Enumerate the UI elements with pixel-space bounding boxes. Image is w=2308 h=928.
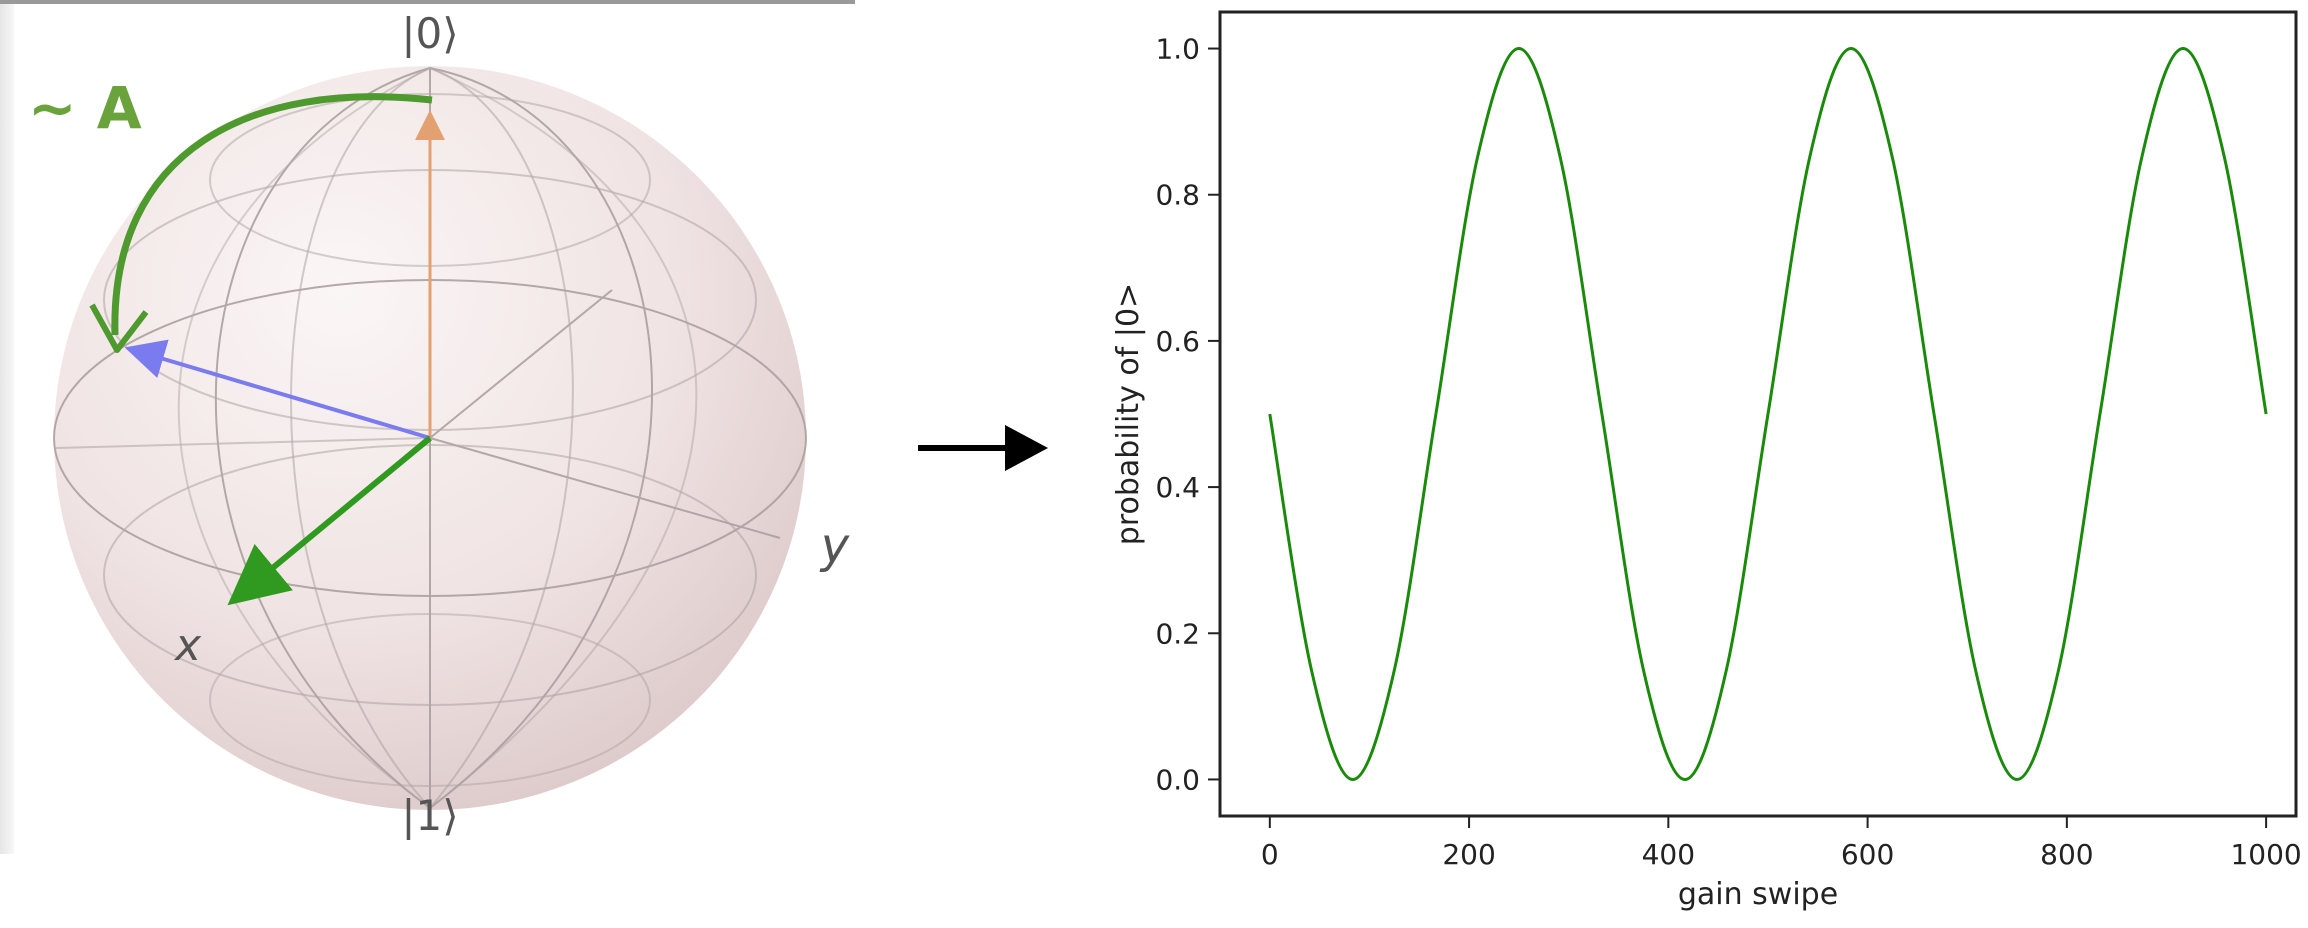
- plot-frame: [1218, 10, 2298, 818]
- y-tick-label: 1.0: [1155, 33, 1200, 66]
- x-tick-label: 200: [1442, 838, 1495, 871]
- transition-arrow: [918, 425, 1048, 471]
- axis-x-label: x: [173, 620, 202, 671]
- x-axis-label: gain swipe: [1678, 877, 1838, 912]
- ket-one-label: |1⟩: [401, 791, 458, 840]
- top-edge-bar: [0, 0, 855, 4]
- x-tick-label: 400: [1642, 838, 1695, 871]
- y-axis-label: probability of |0>: [1111, 283, 1146, 545]
- axis-y-label: y: [819, 518, 850, 574]
- probability-chart: 0.0 0.2 0.4 0.6 0.8 1.0 0 200 400 600 800 1000 gai…: [1111, 10, 2302, 912]
- y-ticks: 0.0 0.2 0.4 0.6 0.8 1.0: [1155, 33, 1220, 796]
- y-tick-label: 0.6: [1155, 325, 1200, 358]
- y-tick-label: 0.8: [1155, 179, 1200, 212]
- x-tick-label: 1000: [2230, 838, 2301, 871]
- x-tick-label: 800: [2040, 838, 2093, 871]
- rotation-arrowhead: [89, 303, 149, 353]
- state-vector-x: [227, 435, 432, 606]
- y-tick-label: 0.2: [1155, 617, 1200, 650]
- left-edge-shade: [0, 4, 14, 854]
- series-line: [1268, 46, 2268, 782]
- x-ticks: 0 200 400 600 800 1000: [1261, 816, 2302, 871]
- x-tick-label: 600: [1841, 838, 1894, 871]
- x-tick-label: 0: [1261, 838, 1279, 871]
- bloch-sphere: |0⟩ |1⟩ x y ~ A: [28, 9, 850, 840]
- state-vector-blue: [124, 339, 431, 440]
- series-group: [1268, 46, 2268, 782]
- y-tick-label: 0.0: [1155, 763, 1200, 796]
- ket-zero-label: |0⟩: [401, 9, 458, 58]
- rotation-arc: [111, 93, 433, 336]
- y-tick-label: 0.4: [1155, 471, 1200, 504]
- rotation-amplitude-label: ~ A: [28, 74, 142, 142]
